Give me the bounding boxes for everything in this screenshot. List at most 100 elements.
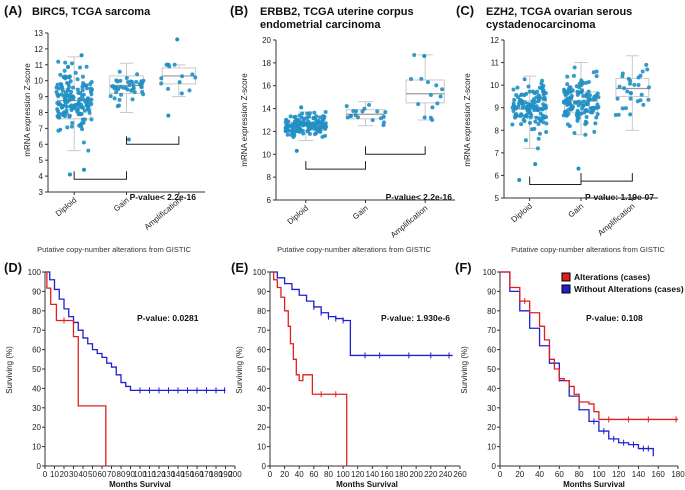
legend-swatch-unaltered — [561, 284, 571, 294]
data-point — [428, 92, 433, 97]
data-point — [80, 88, 85, 93]
data-point — [296, 118, 301, 123]
y-tick-label: 100 — [28, 268, 42, 277]
data-point — [130, 97, 135, 102]
data-point — [77, 97, 82, 102]
data-point — [67, 74, 72, 79]
data-point — [527, 89, 532, 94]
y-tick-label: 50 — [257, 365, 266, 374]
data-point — [564, 99, 569, 104]
data-point — [435, 101, 440, 106]
y-tick-label: 80 — [32, 307, 41, 316]
outlier-point — [126, 137, 131, 142]
panel-f-ylabel: Surviving (%) — [460, 346, 469, 394]
y-tick-label: 100 — [253, 268, 267, 277]
y-tick-label: 11 — [35, 61, 44, 70]
data-point — [311, 115, 316, 120]
data-point — [134, 79, 139, 84]
data-point — [87, 110, 92, 115]
category-label: Diploid — [54, 196, 79, 219]
data-point — [87, 102, 92, 107]
data-point — [84, 64, 89, 69]
data-point — [575, 113, 580, 118]
data-point — [80, 105, 85, 110]
data-point — [81, 92, 86, 97]
data-point — [565, 82, 570, 87]
y-tick-label: 6 — [495, 171, 500, 180]
data-point — [360, 109, 365, 114]
x-tick-label: 60 — [98, 470, 107, 479]
data-point — [324, 124, 329, 129]
y-tick-label: 20 — [262, 36, 271, 45]
data-point — [159, 81, 164, 86]
data-point — [581, 94, 586, 99]
y-tick-label: 0 — [492, 462, 497, 471]
x-tick-label: 110 — [143, 470, 156, 479]
y-tick-label: 5 — [39, 156, 44, 165]
data-point — [522, 119, 527, 124]
data-point — [63, 60, 68, 65]
data-point — [530, 127, 535, 132]
data-point — [318, 115, 323, 120]
data-point — [62, 68, 67, 73]
data-point — [520, 99, 525, 104]
x-tick-label: 30 — [69, 470, 78, 479]
panel-c-title: EZH2, TCGA ovarian serous — [486, 6, 632, 18]
data-point — [140, 80, 145, 85]
data-point — [511, 103, 516, 108]
data-point — [563, 90, 568, 95]
x-tick-label: 130 — [162, 470, 176, 479]
significance-bracket — [73, 171, 127, 180]
data-point — [641, 102, 646, 107]
data-point — [159, 76, 164, 81]
data-point — [69, 124, 74, 129]
data-point — [575, 92, 580, 97]
outlier-point — [294, 148, 299, 153]
y-tick-label: 40 — [32, 384, 41, 393]
data-point — [581, 81, 586, 86]
data-point — [65, 80, 70, 85]
data-point — [180, 74, 185, 79]
y-tick-label: 10 — [32, 443, 41, 452]
data-point — [166, 86, 171, 91]
data-point — [116, 87, 121, 92]
data-point — [542, 115, 547, 120]
x-tick-label: 160 — [652, 470, 666, 479]
panel-c-pvalue: P-value: 1.19e-07 — [585, 192, 654, 202]
data-point — [59, 92, 64, 97]
panel-d: (D) Surviving (%) P-value: 0.0281 Months… — [4, 260, 242, 489]
y-tick-label: 90 — [487, 287, 496, 296]
data-point — [77, 123, 82, 128]
data-point — [289, 132, 294, 137]
data-point — [623, 106, 628, 111]
data-point — [115, 104, 120, 109]
data-point — [86, 148, 91, 153]
data-point — [430, 105, 435, 110]
x-tick-label: 40 — [295, 470, 304, 479]
data-point — [628, 96, 633, 101]
data-point — [636, 82, 641, 87]
data-point — [63, 98, 68, 103]
data-point — [89, 80, 94, 85]
data-point — [127, 83, 132, 88]
data-point — [579, 111, 584, 116]
y-tick-label: 40 — [257, 384, 266, 393]
outlier-point — [67, 172, 72, 177]
data-point — [584, 115, 589, 120]
data-point — [351, 108, 356, 113]
data-point — [522, 93, 527, 98]
x-tick-label: 170 — [200, 470, 214, 479]
data-point — [80, 74, 85, 79]
data-point — [291, 126, 296, 131]
data-point — [638, 73, 643, 78]
data-point — [179, 91, 184, 96]
data-point — [82, 108, 87, 113]
data-point — [522, 77, 527, 82]
data-point — [81, 120, 86, 125]
y-tick-label: 30 — [487, 404, 496, 413]
x-tick-label: 120 — [152, 470, 166, 479]
data-point — [646, 85, 651, 90]
panel-c-title-line2: cystadenocarcinoma — [486, 19, 596, 31]
x-tick-label: 180 — [671, 470, 685, 479]
data-point — [119, 92, 124, 97]
